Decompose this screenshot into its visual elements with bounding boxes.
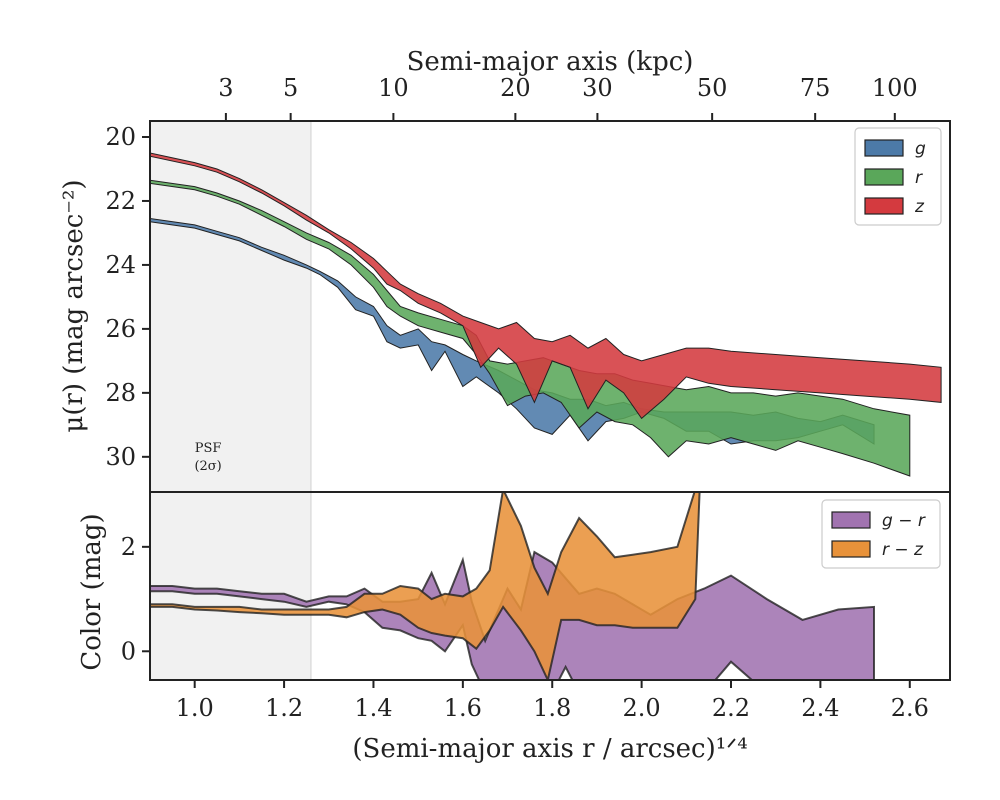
x-tick-label-8: 2.6 — [891, 694, 929, 722]
legend-top-label-1: r — [915, 168, 923, 188]
legend-top-label-0: g — [915, 139, 926, 159]
band-top-2 — [150, 152, 942, 420]
y-tick-label-bottom-1: 2 — [121, 533, 136, 561]
axis-ticks: 3 5 10 20 30 50 75 100 20 22 24 26 28 30 0 2 1.0 1.2 1.4 1.… — [105, 74, 928, 722]
x-tick-label-3: 1.6 — [444, 694, 482, 722]
top-axis-title: Semi-major axis (kpc) — [407, 47, 694, 77]
y-tick-label-top-2: 24 — [105, 251, 136, 279]
psf-annotation-line1: PSF — [195, 441, 222, 456]
psf-region-top — [150, 121, 311, 492]
top-tick-label-1: 5 — [283, 74, 298, 102]
y-tick-label-top-1: 22 — [105, 187, 136, 215]
x-tick-label-4: 1.8 — [533, 694, 571, 722]
x-tick-label-6: 2.2 — [712, 694, 750, 722]
x-tick-label-5: 2.0 — [623, 694, 661, 722]
legend-top-swatch-1 — [864, 168, 904, 186]
color-series — [150, 492, 875, 680]
top-tick-label-6: 75 — [800, 74, 831, 102]
y-tick-label-top-0: 20 — [105, 123, 136, 151]
band-bottom-1 — [150, 492, 701, 680]
legend-top-swatch-2 — [864, 197, 904, 215]
bottom-panel-frame — [149, 491, 951, 681]
legend-top-swatch-0 — [864, 139, 904, 157]
y-tick-label-bottom-0: 0 — [121, 637, 136, 665]
y-tick-label-top-3: 26 — [105, 315, 136, 343]
band-top-1 — [150, 179, 911, 477]
legend-bottom-label-0: g − r — [882, 511, 926, 531]
legend-bottom-swatch-0 — [831, 511, 871, 529]
top-tick-label-0: 3 — [218, 74, 233, 102]
x-tick-label-1: 1.2 — [265, 694, 303, 722]
legend-bottom-label-1: r − z — [882, 540, 924, 560]
surface-brightness-series — [150, 152, 942, 477]
x-axis-title: (Semi-major axis r / arcsec)¹ᐟ⁴ — [352, 734, 747, 764]
top-tick-label-4: 30 — [582, 74, 613, 102]
top-tick-label-7: 100 — [872, 74, 918, 102]
top-tick-label-2: 10 — [378, 74, 409, 102]
x-tick-label-0: 1.0 — [176, 694, 214, 722]
psf-annotation-line2: (2σ) — [194, 459, 221, 474]
y-tick-label-top-5: 30 — [105, 443, 136, 471]
legend-top-label-2: z — [914, 197, 925, 217]
top-tick-label-3: 20 — [500, 74, 531, 102]
x-tick-label-2: 1.4 — [354, 694, 392, 722]
legend-bottom-swatch-1 — [831, 540, 871, 558]
y-axis-title-bottom: Color (mag) — [77, 513, 107, 670]
y-axis-title-top: μ(r) (mag arcsec⁻²) — [59, 179, 89, 432]
y-tick-label-top-4: 28 — [105, 379, 136, 407]
x-tick-label-7: 2.4 — [801, 694, 839, 722]
legends: grz g − r r − z — [821, 127, 942, 569]
top-tick-label-5: 50 — [697, 74, 728, 102]
